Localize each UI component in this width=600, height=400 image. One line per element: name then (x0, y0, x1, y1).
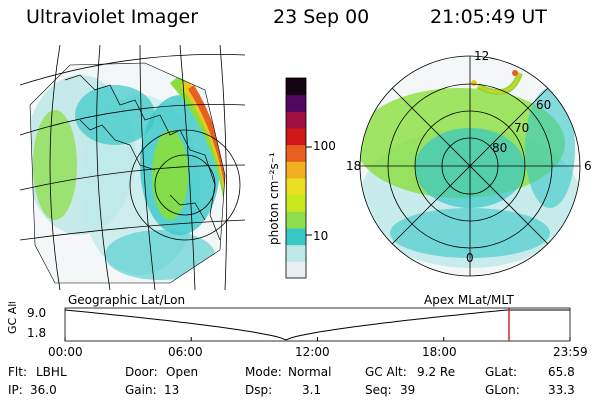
altitude-timeline: GC Alt (6, 302, 571, 342)
door-key: Door: (125, 365, 158, 379)
time-tick-2: 12:00 (295, 345, 330, 359)
geographic-aurora-map (20, 45, 245, 290)
flt-key: Flt: (8, 365, 27, 379)
mode-value: Normal (288, 365, 332, 379)
mlat-label-60: 60 (536, 98, 551, 112)
mlat-label-70: 70 (514, 121, 529, 135)
time-tick-3: 18:00 (422, 345, 457, 359)
colorbar-band (286, 161, 306, 179)
polar-aurora-map: 12 18 6 0 60 70 80 (346, 49, 592, 277)
glon-value: 33.3 (548, 383, 575, 397)
ip-value: 36.0 (30, 383, 57, 397)
colorbar-band (286, 144, 306, 162)
time-tick-4: 23:59 (553, 345, 588, 359)
observation-time: 21:05:49 UT (430, 6, 547, 28)
glon-key: GLon: (485, 383, 520, 397)
colorbar-band (286, 178, 306, 196)
colorbar-band (286, 94, 306, 112)
gc-alt-key: GC Alt: (365, 365, 407, 379)
colorbar-band (286, 111, 306, 129)
glat-key: GLat: (485, 365, 518, 379)
colorbar-band (286, 228, 306, 246)
dsp-value: 3.1 (302, 383, 322, 397)
gain-key: Gain: (125, 383, 157, 397)
colorbar-tick-10: 10 (313, 229, 329, 243)
intensity-colorbar: photon cm⁻²s⁻¹ (267, 77, 312, 279)
mlt-label-6: 6 (584, 159, 592, 173)
time-tick-0: 00:00 (48, 345, 83, 359)
altitude-tick-min: 1.8 (27, 326, 47, 340)
observation-date: 23 Sep 00 (273, 6, 370, 28)
ip-key: IP: (8, 383, 23, 397)
colorbar-band (286, 244, 306, 262)
geo-map-caption: Geographic Lat/Lon (68, 293, 186, 307)
time-tick-1: 06:00 (168, 345, 203, 359)
flt-value: LBHL (36, 365, 67, 379)
colorbar-band (286, 194, 306, 212)
door-value: Open (166, 365, 199, 379)
seq-key: Seq: (365, 383, 392, 397)
mlat-label-80: 80 (492, 141, 507, 155)
colorbar-band (286, 78, 306, 96)
seq-value: 39 (400, 383, 416, 397)
mlt-label-12: 12 (474, 49, 489, 63)
polar-map-caption: Apex MLat/MLT (424, 293, 514, 307)
colorbar-tick-100: 100 (313, 139, 336, 153)
gain-value: 13 (164, 383, 180, 397)
mlt-label-18: 18 (346, 159, 361, 173)
colorbar-band (286, 211, 306, 229)
glat-value: 65.8 (548, 365, 575, 379)
mlt-label-0: 0 (466, 251, 474, 265)
colorbar-band (286, 128, 306, 146)
colorbar-band (286, 261, 306, 279)
altitude-tick-max: 9.0 (27, 306, 47, 320)
altitude-axis-label: GC Alt (6, 302, 19, 334)
instrument-title: Ultraviolet Imager (26, 6, 199, 28)
gc-alt-value: 9.2 Re (417, 365, 456, 379)
colorbar-unit-label: photon cm⁻²s⁻¹ (267, 152, 281, 245)
mode-key: Mode: (245, 365, 282, 379)
dsp-key: Dsp: (245, 383, 273, 397)
